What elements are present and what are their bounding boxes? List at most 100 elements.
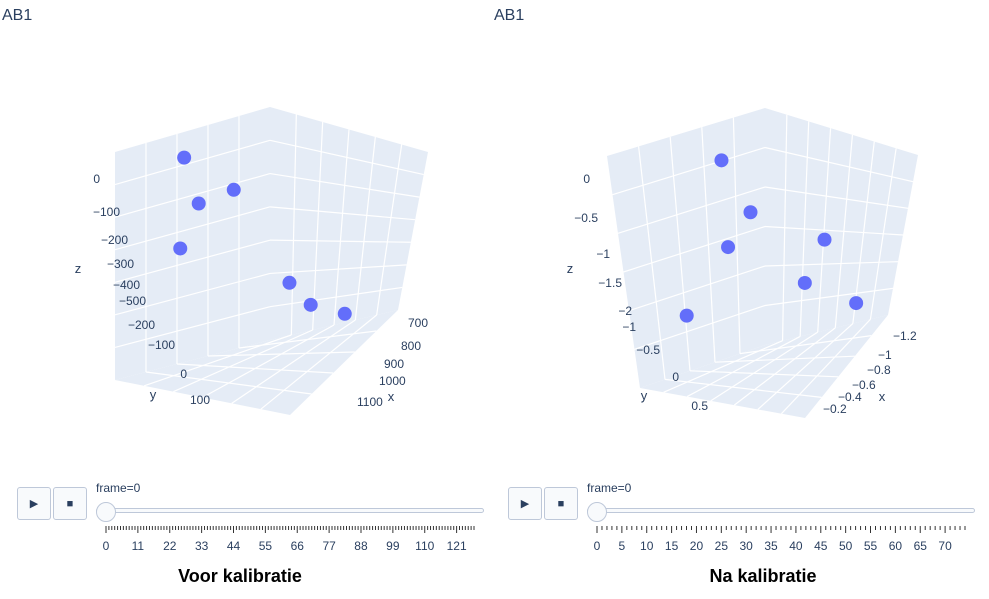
x-tick-label: 1000 (379, 374, 406, 388)
play-icon: ▶ (29, 498, 39, 510)
slider-tick-label: 50 (839, 539, 853, 553)
slider-tick-label: 66 (291, 539, 305, 553)
grid-line (260, 314, 378, 410)
y-tick-label: −1 (622, 320, 636, 334)
slider-tick-label: 65 (914, 539, 928, 553)
slider-tick-label: 70 (938, 539, 952, 553)
play-icon: ▶ (520, 498, 530, 510)
y-tick-label: 0 (672, 370, 679, 384)
pane-back (607, 108, 765, 388)
slider-tick-label: 0 (103, 539, 110, 553)
slider-handle[interactable] (587, 502, 607, 522)
slider-rail[interactable] (96, 508, 484, 513)
pane-floor (115, 310, 398, 415)
data-point (177, 150, 192, 165)
slider-tick-label: 40 (789, 539, 803, 553)
y-tick-label: −200 (128, 318, 155, 332)
x-tick-label: 1100 (357, 395, 383, 409)
x-axis-title: x (879, 389, 886, 404)
grid-line (114, 239, 271, 283)
grid-line (202, 324, 335, 399)
grid-line (869, 148, 897, 320)
slider-tick-label: 5 (619, 539, 626, 553)
data-point (303, 297, 318, 312)
z-axis-title: z (75, 261, 82, 276)
slider-tick-label: 55 (259, 539, 273, 553)
grid-line (764, 225, 904, 236)
slider-tick-label: 22 (163, 539, 177, 553)
slider-tick-label: 99 (386, 539, 400, 553)
stop-button[interactable]: ■ (544, 487, 578, 520)
grid-line (114, 139, 271, 186)
data-point (743, 205, 758, 220)
grid-line (710, 331, 819, 402)
stop-button[interactable]: ■ (53, 487, 87, 520)
x-tick-label: 700 (408, 316, 428, 330)
plot-title: AB1 (2, 7, 33, 24)
grid-line (817, 128, 832, 333)
data-point (337, 306, 352, 321)
grid-line (764, 186, 909, 209)
scene-3d[interactable]: 0−100−200−300−400−500−200−10001007008009… (0, 0, 492, 440)
grid-line (114, 272, 271, 316)
data-point (714, 153, 729, 168)
slider-handle[interactable] (96, 502, 116, 522)
slider-tick-label: 25 (715, 539, 729, 553)
data-point (797, 275, 812, 290)
pane-right (270, 107, 428, 340)
z-tick-label: −1.5 (598, 276, 622, 290)
grid-line (733, 327, 836, 406)
grid-line (663, 340, 783, 393)
grid-line (689, 370, 839, 378)
slider-tick-label: 45 (814, 539, 828, 553)
grid-line (634, 304, 766, 350)
slider-rail[interactable] (587, 508, 975, 513)
grid-line (669, 136, 691, 371)
z-tick-label: 0 (93, 172, 100, 186)
pane-right (765, 108, 918, 345)
data-point (849, 296, 864, 311)
data-point (173, 241, 188, 256)
x-tick-label: −0.6 (852, 378, 876, 392)
grid-line (638, 146, 666, 380)
y-axis-title: y (150, 387, 157, 402)
slider-tick-label: 44 (227, 539, 241, 553)
slider-tick-label: 33 (195, 539, 209, 553)
slider-tick-label: 15 (665, 539, 679, 553)
chart-caption: Na kalibratie (709, 566, 817, 586)
chart-panel-after: AB1 0 −0.5 −1 −1.5 −2 −1 −0.5 0 0.5 −1.2 −1 −0.8 −0.… (492, 0, 984, 599)
play-button[interactable]: ▶ (17, 487, 51, 520)
grid-line (623, 225, 766, 273)
grid-line (701, 127, 716, 363)
grid-line (781, 114, 788, 341)
grid-line (312, 121, 324, 331)
grid-line (732, 117, 741, 354)
slider-tick-label: 55 (864, 539, 878, 553)
scene-3d[interactable]: 0−0.5−1−1.5−2−1−0.500.5−1.2−1−0.8−0.6−0.… (492, 0, 984, 440)
grid-line (114, 306, 271, 349)
grid-line (617, 186, 766, 234)
y-tick-label: 100 (190, 393, 210, 407)
data-point (817, 232, 832, 247)
grid-line (628, 265, 766, 312)
grid-line (780, 318, 871, 415)
grid-line (173, 329, 313, 393)
stop-icon: ■ (557, 497, 565, 510)
y-axis-title: y (641, 388, 648, 403)
data-point (226, 182, 241, 197)
stop-icon: ■ (66, 497, 74, 510)
grid-line (852, 141, 875, 324)
slider-tick-label: 0 (594, 539, 601, 553)
slider-tick-label: 88 (354, 539, 368, 553)
grid-line (799, 121, 810, 337)
grid-line (714, 355, 855, 363)
grid-line (114, 172, 271, 218)
grid-line (764, 287, 894, 307)
grid-line (739, 335, 872, 355)
grid-line (686, 335, 801, 398)
grid-line (612, 146, 766, 196)
grid-line (757, 323, 854, 410)
z-tick-label: −0.5 (574, 211, 598, 225)
slider-tick-label: 110 (415, 539, 434, 553)
play-button[interactable]: ▶ (508, 487, 542, 520)
